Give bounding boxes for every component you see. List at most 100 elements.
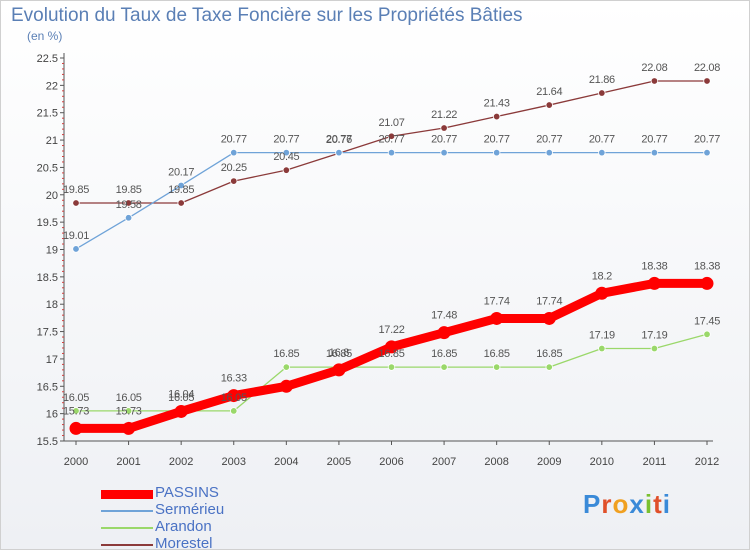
series-point-1: [72, 245, 80, 253]
data-label-3: 19.85: [116, 184, 142, 196]
data-label-1: 20.77: [431, 134, 457, 146]
series-point-0: [122, 421, 136, 435]
series-point-2: [492, 363, 501, 371]
series-point-3: [545, 101, 553, 109]
logo-letter: x: [629, 489, 645, 519]
data-label-0: 17.48: [431, 310, 457, 322]
data-label-3: 21.22: [431, 109, 457, 121]
legend-item: Arandon: [101, 518, 301, 536]
proxiti-logo: Proxiti: [583, 489, 671, 520]
y-tick-label: 16: [46, 409, 58, 421]
data-label-2: 16.85: [484, 348, 510, 360]
data-label-1: 20.77: [273, 134, 299, 146]
chart-subtitle: (en %): [27, 29, 63, 43]
data-label-3: 20.25: [221, 162, 247, 174]
series-point-1: [650, 148, 659, 157]
series-point-1: [545, 148, 553, 157]
data-label-0: 17.74: [484, 295, 510, 307]
x-tick-label: 2002: [169, 456, 193, 468]
legend-swatch: [101, 510, 153, 512]
series-point-3: [440, 124, 448, 132]
series-point-3: [282, 166, 291, 174]
y-tick-label: 20.5: [37, 162, 58, 174]
series-point-3: [492, 112, 501, 121]
series-point-3: [230, 177, 238, 185]
y-tick-label: 17: [46, 354, 58, 366]
series-point-1: [387, 148, 396, 157]
legend-label: Arandon: [155, 518, 212, 535]
y-tick-label: 17.5: [37, 327, 58, 339]
data-label-2: 17.19: [641, 330, 667, 342]
y-tick-label: 20: [46, 190, 58, 202]
series-point-2: [598, 344, 606, 353]
data-label-2: 16.85: [273, 348, 299, 360]
series-point-1: [230, 148, 238, 157]
legend-label: PASSINS: [155, 484, 219, 501]
series-point-0: [700, 276, 714, 290]
x-tick-label: 2012: [695, 456, 719, 468]
data-label-1: 20.77: [589, 134, 615, 146]
legend-label: Sermérieu: [155, 501, 225, 518]
data-label-1: 19.01: [63, 230, 89, 242]
data-label-0: 15.73: [116, 405, 142, 417]
series-point-0: [647, 276, 661, 290]
legend-swatch: [101, 489, 153, 499]
series-point-0: [332, 363, 346, 377]
series-point-1: [440, 148, 448, 157]
series-point-0: [174, 404, 188, 418]
data-label-3: 22.08: [694, 62, 720, 74]
series-point-2: [650, 344, 659, 353]
logo-letter: t: [653, 489, 663, 519]
data-label-2: 16.05: [63, 392, 89, 404]
y-tick-label: 19: [46, 245, 58, 257]
data-label-1: 20.77: [694, 134, 720, 146]
x-tick-label: 2011: [643, 456, 667, 468]
data-label-3: 22.08: [641, 62, 667, 74]
series-point-0: [437, 326, 451, 340]
x-tick-label: 2005: [327, 456, 351, 468]
x-tick-label: 2008: [484, 456, 508, 468]
data-label-2: 16.05: [221, 392, 247, 404]
series-point-0: [279, 379, 293, 393]
logo-letter: i: [662, 489, 671, 519]
data-label-2: 16.05: [168, 392, 194, 404]
logo-letter: o: [612, 489, 630, 519]
series-point-2: [282, 363, 291, 371]
legend-item: Sermérieu: [101, 501, 301, 519]
data-label-0: 18.2: [592, 270, 612, 282]
data-label-0: 18.38: [694, 260, 720, 272]
axes: 15.5 16 16.5 17 17.5 18 18.5 19 19.5 20 20.5 21 21.5…: [37, 53, 719, 468]
data-label-0: 17.74: [536, 295, 562, 307]
data-label-2: 17.19: [589, 330, 615, 342]
data-label-3: 20.76: [326, 134, 352, 146]
series-point-3: [72, 199, 80, 207]
data-label-2: 17.45: [694, 315, 720, 327]
series-point-2: [230, 407, 238, 415]
y-tick-label: 22: [46, 80, 58, 92]
data-label-1: 20.17: [168, 166, 194, 178]
series-point-3: [124, 199, 133, 207]
x-tick-label: 2003: [222, 456, 246, 468]
y-tick-label: 22.5: [37, 53, 58, 65]
x-tick-label: 2009: [537, 456, 561, 468]
data-label-2: 16.85: [431, 348, 457, 360]
data-label-3: 21.07: [378, 117, 404, 129]
y-tick-label: 18: [46, 299, 58, 311]
series-point-0: [542, 311, 556, 325]
data-label-3: 20.45: [273, 151, 299, 163]
legend: PASSINS Sermérieu Arandon Morestel: [101, 484, 301, 553]
data-label-2: 16.85: [378, 348, 404, 360]
data-label-3: 21.64: [536, 86, 562, 98]
y-tick-label: 16.5: [37, 381, 58, 393]
y-tick-label: 19.5: [37, 217, 58, 229]
data-labels: 15.73 15.73 16.04 16.33 16.8 17.22 17.48 17.74 1…: [63, 62, 721, 417]
data-label-1: 20.77: [326, 134, 352, 146]
series-point-3: [703, 77, 711, 85]
series-point-3: [598, 89, 606, 97]
series-point-1: [177, 181, 185, 190]
data-label-1: 20.77: [536, 134, 562, 146]
legend-item: Morestel: [101, 535, 301, 553]
data-label-0: 16.04: [168, 388, 194, 400]
series-point-3: [177, 199, 185, 207]
